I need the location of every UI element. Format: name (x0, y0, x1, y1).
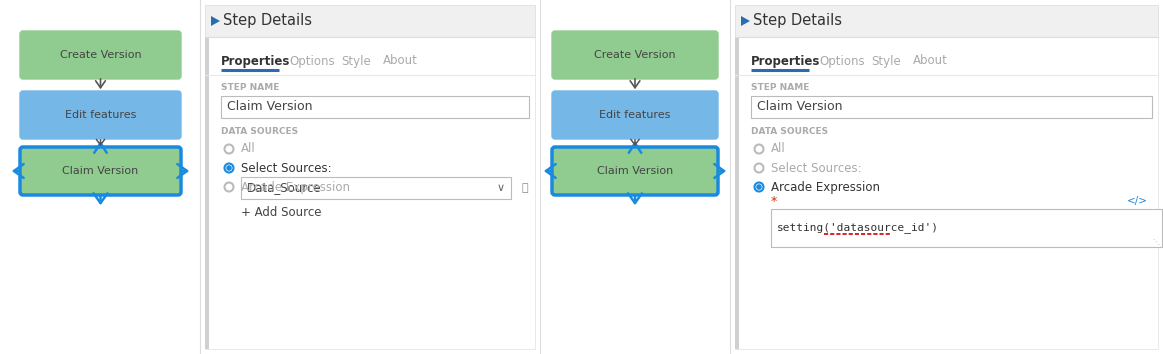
Text: Claim Version: Claim Version (63, 166, 138, 176)
Text: About: About (913, 55, 948, 68)
Text: DATA SOURCES: DATA SOURCES (751, 127, 828, 137)
FancyBboxPatch shape (552, 147, 718, 195)
Polygon shape (211, 16, 220, 26)
Text: STEP NAME: STEP NAME (221, 82, 279, 91)
Text: About: About (383, 55, 418, 68)
FancyBboxPatch shape (205, 5, 535, 349)
Text: Style: Style (341, 55, 371, 68)
FancyBboxPatch shape (205, 37, 209, 349)
Text: Style: Style (871, 55, 901, 68)
FancyBboxPatch shape (241, 177, 511, 199)
Text: Arcade Expression: Arcade Expression (771, 181, 880, 194)
Text: All: All (771, 143, 786, 155)
Circle shape (756, 184, 762, 190)
Text: </>: </> (1127, 196, 1148, 206)
Text: Arcade Expression: Arcade Expression (241, 181, 350, 194)
Text: Claim Version: Claim Version (227, 101, 313, 114)
Text: Step Details: Step Details (752, 13, 842, 29)
Text: Properties: Properties (751, 55, 820, 68)
FancyBboxPatch shape (20, 147, 181, 195)
Text: Create Version: Create Version (59, 50, 142, 60)
Polygon shape (741, 16, 750, 26)
FancyBboxPatch shape (735, 37, 739, 349)
Text: Select Sources:: Select Sources: (771, 161, 862, 175)
Text: *: * (771, 194, 777, 207)
Text: DATA SOURCES: DATA SOURCES (221, 127, 298, 137)
FancyBboxPatch shape (735, 5, 1158, 37)
Text: + Add Source: + Add Source (241, 206, 321, 218)
Text: Step Details: Step Details (223, 13, 312, 29)
Text: Edit features: Edit features (599, 110, 671, 120)
FancyBboxPatch shape (751, 96, 1153, 118)
Circle shape (755, 144, 763, 154)
Text: Options: Options (288, 55, 335, 68)
Text: Properties: Properties (221, 55, 291, 68)
Circle shape (755, 164, 763, 172)
Circle shape (224, 183, 234, 192)
Text: ∨: ∨ (497, 183, 505, 193)
Text: Select Sources:: Select Sources: (241, 161, 331, 175)
Text: STEP NAME: STEP NAME (751, 82, 809, 91)
Text: Options: Options (819, 55, 864, 68)
Text: Claim Version: Claim Version (597, 166, 673, 176)
Text: setting('datasource_id'): setting('datasource_id') (777, 223, 939, 233)
Text: ⋱: ⋱ (1153, 238, 1160, 244)
Text: 🗑: 🗑 (522, 183, 528, 193)
FancyBboxPatch shape (771, 209, 1162, 247)
Text: Data_Source: Data_Source (247, 182, 322, 194)
FancyBboxPatch shape (20, 31, 181, 79)
Text: Edit features: Edit features (65, 110, 136, 120)
FancyBboxPatch shape (735, 5, 1158, 349)
FancyBboxPatch shape (205, 5, 535, 37)
Circle shape (224, 164, 234, 172)
Circle shape (755, 183, 763, 192)
Text: Create Version: Create Version (594, 50, 676, 60)
Text: Claim Version: Claim Version (757, 101, 842, 114)
FancyBboxPatch shape (552, 31, 718, 79)
FancyBboxPatch shape (20, 91, 181, 139)
FancyBboxPatch shape (552, 91, 718, 139)
Circle shape (224, 144, 234, 154)
Text: All: All (241, 143, 256, 155)
FancyBboxPatch shape (221, 96, 529, 118)
Circle shape (226, 165, 231, 171)
